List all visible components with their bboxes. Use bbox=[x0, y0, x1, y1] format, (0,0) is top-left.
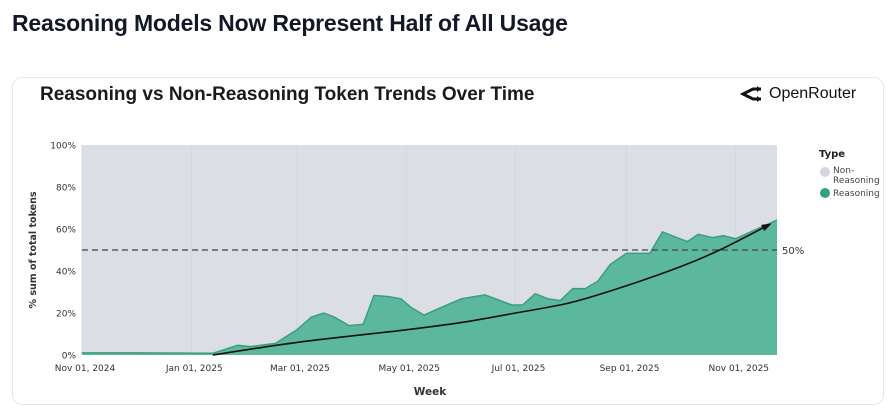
openrouter-logo-icon bbox=[740, 86, 761, 102]
x-tick-label: Sep 01, 2025 bbox=[600, 364, 660, 374]
legend-label-reasoning: Reasoning bbox=[833, 189, 880, 199]
y-tick-label: 60% bbox=[56, 226, 76, 236]
legend-title: Type bbox=[819, 149, 845, 160]
x-tick-label: Jan 01, 2025 bbox=[165, 364, 223, 374]
legend-swatch-non-reasoning bbox=[820, 167, 830, 177]
y-axis-label: % sum of total tokens bbox=[28, 191, 39, 308]
brand-name: OpenRouter bbox=[769, 85, 857, 102]
y-tick-label: 20% bbox=[56, 310, 76, 320]
legend-swatch-reasoning bbox=[820, 188, 830, 198]
y-tick-label: 0% bbox=[62, 352, 77, 362]
reasoning-area bbox=[82, 220, 777, 355]
chart-title: Reasoning vs Non-Reasoning Token Trends … bbox=[40, 84, 535, 105]
x-tick-label: Nov 01, 2024 bbox=[55, 364, 116, 374]
chart-card bbox=[12, 77, 884, 405]
y-tick-label: 100% bbox=[50, 142, 76, 152]
x-tick-label: Nov 01, 2025 bbox=[709, 364, 770, 374]
x-axis-label: Week bbox=[414, 386, 447, 398]
reasoning-line bbox=[82, 219, 778, 355]
reference-label: 50% bbox=[782, 246, 804, 257]
trend-arrow-line bbox=[212, 223, 771, 356]
page-heading: Reasoning Models Now Represent Half of A… bbox=[12, 10, 568, 36]
y-tick-label: 80% bbox=[56, 184, 76, 194]
x-tick-label: Mar 01, 2025 bbox=[270, 364, 330, 374]
trend-arrowhead-icon bbox=[761, 223, 772, 232]
brand-logo[interactable]: OpenRouter bbox=[740, 85, 856, 103]
x-tick-label: May 01, 2025 bbox=[378, 364, 440, 374]
x-tick-label: Jul 01, 2025 bbox=[491, 364, 546, 374]
legend-label-non-reasoning: Non-Reasoning bbox=[833, 166, 880, 186]
y-tick-label: 40% bbox=[56, 268, 76, 278]
legend: Type Non-Reasoning Reasoning bbox=[819, 149, 880, 199]
